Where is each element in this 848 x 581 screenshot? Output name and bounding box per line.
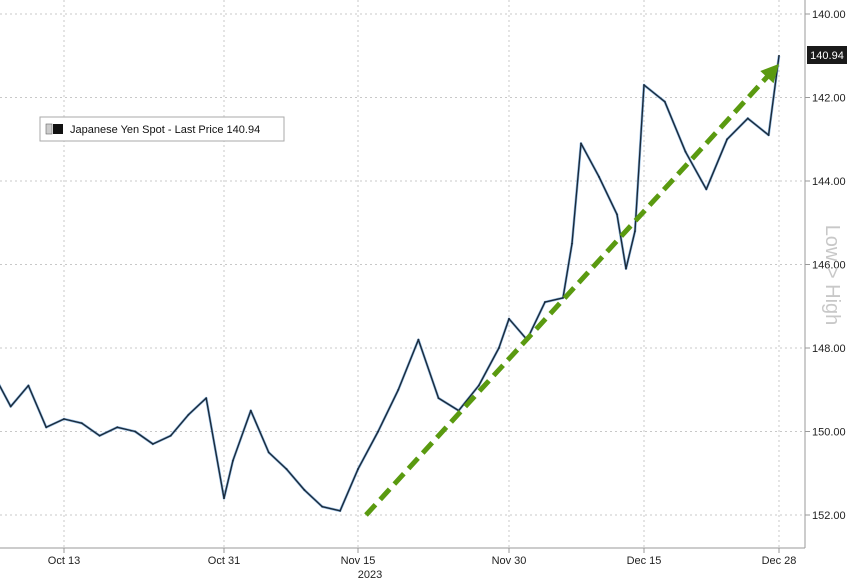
x-tick-label: Oct 31 bbox=[208, 555, 240, 567]
series-point bbox=[544, 301, 546, 303]
legend-label: Japanese Yen Spot - Last Price 140.94 bbox=[70, 124, 260, 136]
series-point bbox=[27, 384, 30, 387]
series-point bbox=[377, 430, 380, 433]
legend-swatch bbox=[53, 124, 63, 134]
series-point bbox=[684, 150, 687, 153]
legend-swatch-light bbox=[45, 123, 53, 135]
series-point bbox=[205, 397, 208, 399]
series-point bbox=[63, 418, 65, 420]
series-point bbox=[80, 422, 83, 425]
y-tick-label: 144.00 bbox=[812, 176, 846, 188]
series-point bbox=[9, 405, 12, 408]
series-point bbox=[187, 413, 190, 416]
series-point bbox=[339, 509, 342, 512]
series-point bbox=[397, 388, 400, 391]
series-point bbox=[726, 138, 728, 141]
last-price-marker: 140.94 bbox=[807, 46, 847, 64]
series-point bbox=[705, 188, 708, 191]
trend-line bbox=[364, 66, 777, 517]
last-price-label: 140.94 bbox=[810, 50, 844, 62]
series-point bbox=[643, 84, 645, 86]
y-tick-label: 142.00 bbox=[812, 93, 846, 105]
y-tick-label: 140.00 bbox=[812, 9, 846, 21]
series-point bbox=[285, 468, 288, 470]
y-tick-label: 150.00 bbox=[812, 427, 846, 439]
x-tick-label: Oct 13 bbox=[48, 555, 80, 567]
series-point bbox=[98, 434, 101, 437]
series-point bbox=[598, 175, 600, 178]
series-point bbox=[616, 213, 618, 216]
series-point bbox=[508, 317, 510, 320]
series-point bbox=[571, 242, 573, 245]
series-point bbox=[498, 347, 500, 349]
series-point bbox=[321, 505, 324, 508]
legend: Japanese Yen Spot - Last Price 140.94 bbox=[39, 116, 285, 142]
series-point bbox=[778, 54, 780, 57]
series-point bbox=[562, 297, 564, 299]
y-tick-label: 152.00 bbox=[812, 510, 846, 522]
x-tick-label: Dec 28 bbox=[762, 555, 797, 567]
series-point bbox=[663, 100, 666, 103]
legend-box bbox=[39, 116, 285, 142]
x-tick-label: Dec 15 bbox=[627, 555, 662, 567]
series-point bbox=[116, 426, 119, 429]
series-point bbox=[249, 409, 252, 412]
y-tick-label: 146.00 bbox=[812, 260, 846, 272]
axes bbox=[0, 0, 806, 549]
series-point bbox=[223, 497, 225, 500]
series-point bbox=[767, 134, 770, 136]
trend-layer bbox=[364, 63, 780, 517]
series-point bbox=[267, 451, 270, 454]
x-tick-label: Nov 15 bbox=[341, 555, 376, 567]
series-point bbox=[357, 468, 359, 470]
y-tick-labels: 140.00 142.00 144.00 146.00 148.00 150.00 152.… bbox=[805, 9, 846, 522]
grid bbox=[0, 0, 805, 548]
series-point bbox=[169, 434, 172, 437]
series-point bbox=[437, 397, 440, 399]
trend-arrowhead bbox=[760, 63, 780, 84]
x-tick-label: Nov 30 bbox=[492, 555, 527, 567]
series-point bbox=[580, 142, 582, 145]
series-point bbox=[45, 426, 48, 429]
series-point bbox=[634, 230, 636, 233]
series-point bbox=[477, 384, 480, 387]
x-year-label: 2023 bbox=[358, 569, 382, 581]
y-side-label: Low > High bbox=[821, 225, 843, 326]
series-point bbox=[232, 459, 234, 462]
series-point bbox=[746, 117, 749, 120]
series-point bbox=[625, 267, 627, 270]
last-price-box bbox=[807, 46, 847, 64]
series-point bbox=[151, 443, 154, 445]
x-tick-labels: Oct 13 Oct 31 Nov 15 Nov 30 Dec 15 Dec 28 bbox=[48, 548, 797, 567]
series-layer bbox=[0, 54, 781, 513]
series-point bbox=[417, 338, 420, 341]
y-tick-label: 148.00 bbox=[812, 343, 846, 355]
series-point bbox=[134, 430, 137, 433]
series-point bbox=[303, 489, 306, 491]
